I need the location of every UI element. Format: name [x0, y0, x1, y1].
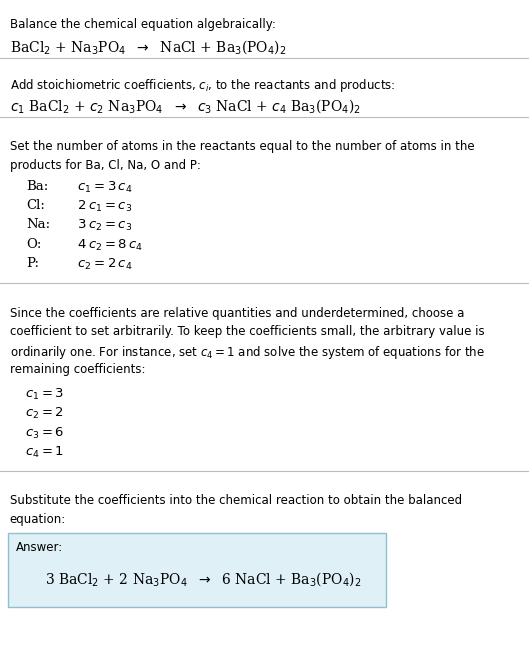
- Text: $4\,c_2 = 8\,c_4$: $4\,c_2 = 8\,c_4$: [69, 237, 143, 253]
- Text: Set the number of atoms in the reactants equal to the number of atoms in the: Set the number of atoms in the reactants…: [10, 140, 474, 153]
- Text: $c_1 = 3$: $c_1 = 3$: [25, 387, 65, 402]
- Text: 3 BaCl$_2$ + 2 Na$_3$PO$_4$  $\rightarrow$  6 NaCl + Ba$_3$(PO$_4$)$_2$: 3 BaCl$_2$ + 2 Na$_3$PO$_4$ $\rightarrow…: [45, 571, 361, 588]
- Text: Balance the chemical equation algebraically:: Balance the chemical equation algebraica…: [10, 18, 276, 31]
- Text: $c_3 = 6$: $c_3 = 6$: [25, 426, 65, 441]
- Text: $3\,c_2 = c_3$: $3\,c_2 = c_3$: [69, 218, 132, 234]
- Text: P:: P:: [26, 257, 40, 270]
- Text: $c_4 = 1$: $c_4 = 1$: [25, 444, 65, 460]
- Text: $c_2 = 2$: $c_2 = 2$: [25, 406, 65, 421]
- Text: products for Ba, Cl, Na, O and P:: products for Ba, Cl, Na, O and P:: [10, 159, 200, 172]
- Text: Answer:: Answer:: [16, 541, 63, 554]
- Text: equation:: equation:: [10, 513, 66, 526]
- Text: coefficient to set arbitrarily. To keep the coefficients small, the arbitrary va: coefficient to set arbitrarily. To keep …: [10, 325, 484, 338]
- Text: remaining coefficients:: remaining coefficients:: [10, 363, 145, 376]
- Text: Since the coefficients are relative quantities and underdetermined, choose a: Since the coefficients are relative quan…: [10, 307, 464, 320]
- FancyBboxPatch shape: [8, 533, 386, 608]
- Text: $2\,c_1 = c_3$: $2\,c_1 = c_3$: [69, 199, 132, 214]
- Text: Cl:: Cl:: [26, 199, 45, 212]
- Text: Ba:: Ba:: [26, 180, 49, 193]
- Text: BaCl$_2$ + Na$_3$PO$_4$  $\rightarrow$  NaCl + Ba$_3$(PO$_4$)$_2$: BaCl$_2$ + Na$_3$PO$_4$ $\rightarrow$ Na…: [10, 39, 286, 56]
- Text: $c_1$ BaCl$_2$ + $c_2$ Na$_3$PO$_4$  $\rightarrow$  $c_3$ NaCl + $c_4$ Ba$_3$(PO: $c_1$ BaCl$_2$ + $c_2$ Na$_3$PO$_4$ $\ri…: [10, 98, 361, 115]
- Text: O:: O:: [26, 237, 42, 250]
- Text: Add stoichiometric coefficients, $c_i$, to the reactants and products:: Add stoichiometric coefficients, $c_i$, …: [10, 77, 395, 94]
- Text: Na:: Na:: [26, 218, 51, 231]
- Text: ordinarily one. For instance, set $c_4 = 1$ and solve the system of equations fo: ordinarily one. For instance, set $c_4 =…: [10, 344, 485, 361]
- Text: Substitute the coefficients into the chemical reaction to obtain the balanced: Substitute the coefficients into the che…: [10, 494, 462, 507]
- Text: $c_2 = 2\,c_4$: $c_2 = 2\,c_4$: [69, 257, 132, 272]
- Text: $c_1 = 3\,c_4$: $c_1 = 3\,c_4$: [69, 180, 132, 195]
